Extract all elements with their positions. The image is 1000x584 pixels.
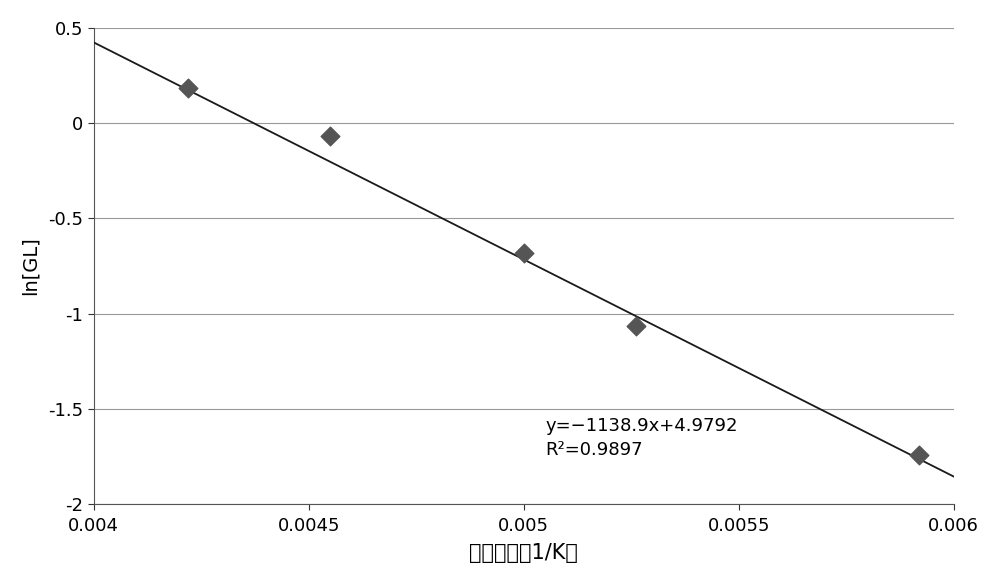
Text: y=−1138.9x+4.9792: y=−1138.9x+4.9792 — [545, 416, 738, 434]
Point — [516, 248, 532, 258]
Point — [628, 321, 644, 331]
Point — [180, 83, 196, 92]
Text: R²=0.9897: R²=0.9897 — [545, 442, 643, 460]
Y-axis label: ln[GL]: ln[GL] — [21, 237, 40, 296]
Point — [911, 450, 927, 460]
X-axis label: 聚合温度（1/K）: 聚合温度（1/K） — [469, 543, 578, 563]
Point — [322, 131, 338, 140]
